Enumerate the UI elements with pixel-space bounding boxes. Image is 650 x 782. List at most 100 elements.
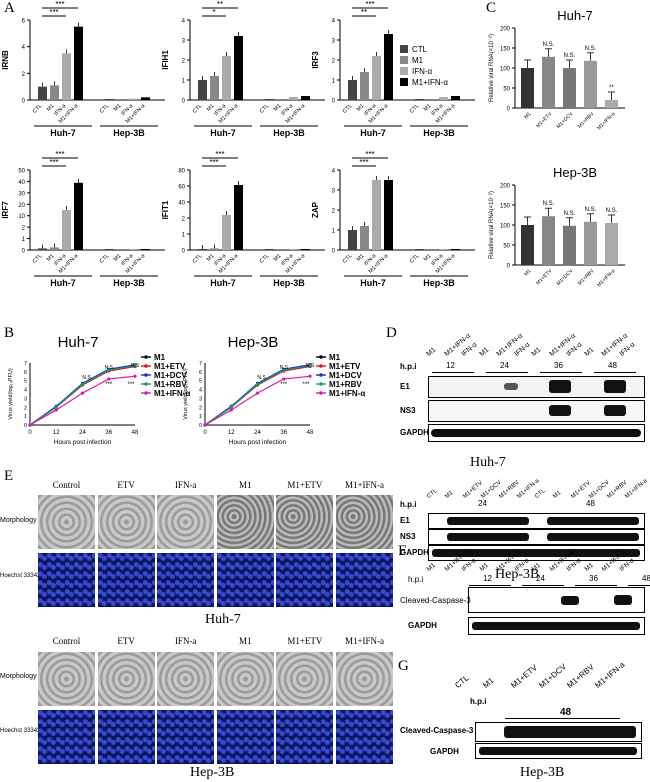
y-tick-label: 5	[24, 379, 27, 385]
legend-label: M1+RBV	[329, 380, 362, 389]
legend-marker	[144, 364, 148, 368]
x-tick-label: 24	[254, 430, 261, 436]
y-tick-label: 4	[199, 388, 202, 394]
legend-label: M1	[412, 56, 424, 65]
bar-huh-1	[360, 72, 369, 100]
y-tick-label: 1	[332, 229, 336, 235]
bar-hep-2	[129, 249, 138, 250]
bar-hep-1	[277, 249, 286, 250]
hep-hpi-48: 48	[586, 499, 595, 508]
blot-column-label: M1+IFN-a	[593, 660, 627, 690]
y-tick-label: 1	[22, 237, 26, 243]
x-tick-hep: M1	[423, 103, 433, 113]
sig-label: N.S.	[585, 207, 597, 213]
bar-huh-0	[198, 80, 207, 100]
hoechst-image	[38, 553, 95, 607]
series-point	[54, 405, 58, 409]
group-label-huh: Huh-7	[50, 128, 76, 138]
sig-label-1: ***	[49, 158, 58, 167]
bar-huh-1	[210, 248, 219, 250]
sig-label-1: ***	[359, 158, 368, 167]
panel-f-blot: M1 M1+IFN-α IFN-α M1 M1+IFN-α IFN-α M1 M1+IFN-α…	[400, 547, 650, 642]
morphology-image	[157, 652, 215, 706]
y-tick-label: 2	[182, 217, 186, 223]
series-point	[133, 364, 137, 368]
morphology-image	[97, 652, 155, 706]
y-tick-label: 0	[507, 107, 511, 113]
hpi-underline	[540, 372, 582, 373]
y-axis-label: Virus yield(log₁₀PFU)	[8, 368, 14, 420]
x-tick-huh: CTL	[342, 103, 354, 115]
blot-column-label: M1	[583, 346, 595, 358]
panel-c-chart-1: Hep-3B Relative viral RNA(×10⁻²) 0 50 100 150…	[489, 165, 625, 288]
y-tick-label: 0	[182, 99, 186, 105]
y-tick-label: 6	[22, 19, 26, 25]
bar-hep-0	[105, 249, 114, 250]
y-axis-label: ZAP	[311, 201, 320, 218]
legend-swatch	[400, 78, 408, 86]
panel-label-g: G	[398, 658, 409, 674]
blot-row-gapdh: GAPDH	[400, 427, 429, 437]
legend-marker	[144, 373, 148, 377]
x-tick-huh: M1	[46, 103, 56, 113]
y-tick-label: 10	[18, 214, 25, 220]
x-tick-huh: CTL	[32, 253, 44, 265]
x-tick-hep: M1	[113, 103, 123, 113]
blot-column-label: M1	[481, 675, 496, 690]
group-label-hep: Hep-3B	[113, 278, 145, 288]
bar-huh-3	[384, 34, 393, 100]
f-strip-caspase	[468, 587, 645, 613]
micro-column-label: IFN-a	[174, 480, 197, 490]
blot-strip-gapdh	[428, 424, 645, 442]
bar-hep-2	[439, 249, 448, 250]
blot-column-label: M1	[478, 346, 490, 358]
micro-column-label: M1	[239, 636, 252, 646]
y-tick-label: 1	[182, 233, 186, 239]
e-row-hoechst-2: Hoechst 33342	[0, 728, 41, 734]
y-axis-label: IFIH1	[161, 50, 170, 70]
series-point	[107, 377, 111, 381]
blot-column-label: M1	[530, 346, 543, 358]
hpi-value: 24	[536, 574, 545, 583]
sig-label-2: ***	[55, 0, 64, 9]
e-hep3b-grid	[38, 652, 393, 764]
bar-hep-2	[439, 97, 448, 100]
y-tick-label: 60	[178, 185, 185, 191]
y-tick-label: 20	[18, 203, 25, 209]
bar-hep-2	[289, 97, 298, 100]
morphology-image	[276, 652, 334, 706]
y-tick-label: 1	[24, 414, 27, 420]
legend-marker	[319, 391, 323, 395]
legend-label: M1+IFN-α	[412, 78, 448, 87]
bar-2	[563, 225, 576, 265]
legend-label: M1	[329, 353, 341, 362]
legend-marker	[144, 355, 148, 359]
bar-4	[605, 100, 618, 108]
bar-hep-0	[265, 99, 274, 100]
y-tick-label: 200	[500, 184, 511, 190]
x-tick: M1+DCV	[556, 111, 575, 130]
series-point	[133, 374, 137, 378]
micro-column-label: Control	[52, 636, 81, 646]
x-tick-hep: M1	[423, 253, 433, 263]
bar-hep-1	[427, 249, 436, 250]
panel-d-title-hep3b: Hep-3B	[495, 567, 540, 582]
g-strip-caspase	[475, 722, 642, 742]
bar-1	[542, 56, 555, 108]
hep-strip-e1	[428, 513, 645, 529]
y-tick-label: 50	[503, 244, 510, 250]
y-tick-label: 1	[182, 79, 186, 85]
y-tick-label: 3	[332, 189, 336, 195]
y-tick-label: 0	[332, 249, 336, 255]
y-tick-label: 4	[182, 19, 186, 25]
group-label-huh: Huh-7	[50, 278, 76, 288]
bar-huh-1	[50, 247, 59, 250]
y-tick-label: 7	[24, 361, 27, 367]
e-row-hoechst-1: Hoechst 33342	[0, 573, 41, 579]
legend-label: M1+ETV	[154, 362, 186, 371]
x-tick: M1+DCV	[556, 268, 575, 287]
e-title-hep3b: Hep-3B	[190, 765, 235, 780]
